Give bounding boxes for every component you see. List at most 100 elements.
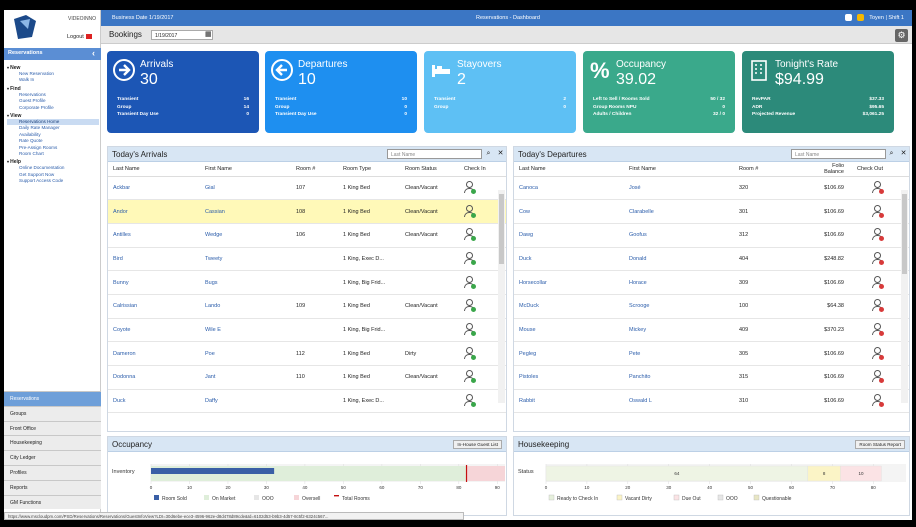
module-item[interactable]: City Ledger <box>4 450 101 465</box>
cell[interactable]: Bugs <box>200 270 291 295</box>
table-row[interactable]: Cow Clarabelle 301 $106.69 <box>514 199 909 224</box>
table-row[interactable]: Pistoles Panchito 315 $106.69 <box>514 365 909 390</box>
table-row[interactable]: Canoca José 320 $106.69 <box>514 176 909 201</box>
check-out-icon[interactable] <box>872 204 884 218</box>
table-row[interactable]: Bunny Bugs 1 King, Big Frid... <box>108 270 506 295</box>
check-out-icon[interactable] <box>872 299 884 313</box>
module-item[interactable]: Reports <box>4 479 101 495</box>
column-header[interactable]: Check Out <box>852 162 909 177</box>
table-row[interactable]: Duck Donald 404 $248.82 <box>514 247 909 272</box>
cell[interactable]: Dameron <box>108 341 200 366</box>
check-in-icon[interactable] <box>464 394 476 408</box>
cell[interactable]: Pistoles <box>514 365 624 390</box>
nav-group[interactable]: New <box>7 65 99 71</box>
cell[interactable]: Antilles <box>108 223 200 248</box>
in-house-guest-list-button[interactable]: In-House Guest List <box>453 440 502 449</box>
logout-link[interactable]: Logout <box>67 34 92 40</box>
column-header[interactable]: Check In <box>459 162 506 177</box>
cell[interactable]: Cow <box>514 199 624 224</box>
cell[interactable]: Ackbar <box>108 176 200 201</box>
table-row[interactable]: Andor Cassian 108 1 King Bed Clean/Vacant <box>108 199 506 224</box>
module-item[interactable]: Housekeeping <box>4 435 101 451</box>
cell[interactable]: McDuck <box>514 294 624 319</box>
table-row[interactable]: Antilles Wedge 106 1 King Bed Clean/Vacant <box>108 223 506 248</box>
cell[interactable]: Dodonna <box>108 365 200 390</box>
check-in-icon[interactable] <box>464 251 476 265</box>
cell[interactable]: Bunny <box>108 270 200 295</box>
check-in-icon[interactable] <box>464 346 476 360</box>
module-item[interactable]: Groups <box>4 405 101 421</box>
table-row[interactable]: McDuck Scrooge 100 $64.38 <box>514 294 909 319</box>
cell[interactable]: Mouse <box>514 318 624 343</box>
cell[interactable]: Canoca <box>514 176 624 201</box>
chat-icon[interactable] <box>845 14 852 21</box>
cell[interactable]: Bird <box>108 247 200 272</box>
cell[interactable]: Pegleg <box>514 341 624 366</box>
check-in-icon[interactable] <box>464 299 476 313</box>
check-in-icon[interactable] <box>464 322 476 336</box>
cell[interactable]: Tweety <box>200 247 291 272</box>
check-out-icon[interactable] <box>872 180 884 194</box>
nav-item[interactable]: Support Access Code <box>19 178 64 184</box>
check-out-cell[interactable] <box>852 199 909 224</box>
cell[interactable]: Duck <box>514 247 624 272</box>
check-out-cell[interactable] <box>852 341 909 366</box>
column-header[interactable]: Last Name <box>108 162 200 177</box>
table-row[interactable]: Pegleg Pete 305 $106.69 <box>514 341 909 366</box>
check-in-icon[interactable] <box>464 370 476 384</box>
search-icon[interactable]: ⌕ <box>486 150 491 157</box>
check-out-cell[interactable] <box>852 389 909 414</box>
cell[interactable]: Wedge <box>200 223 291 248</box>
cell[interactable]: Gial <box>200 176 291 201</box>
cell[interactable]: Mickey <box>624 318 734 343</box>
cell[interactable]: Dawg <box>514 223 624 248</box>
cell[interactable]: Goofus <box>624 223 734 248</box>
cell[interactable]: Oswald L <box>624 389 734 414</box>
table-row[interactable]: Ackbar Gial 107 1 King Bed Clean/Vacant <box>108 176 506 201</box>
check-out-cell[interactable] <box>852 365 909 390</box>
nav-item[interactable]: Room Chart <box>19 151 44 157</box>
cell[interactable]: José <box>624 176 734 201</box>
alert-icon[interactable] <box>857 14 864 21</box>
table-row[interactable]: Dameron Poe 112 1 King Bed Dirty <box>108 341 506 366</box>
nav-item[interactable]: Pre-Assign Rooms <box>19 144 58 150</box>
check-out-cell[interactable] <box>852 318 909 343</box>
arrivals-scrollbar[interactable] <box>498 190 505 403</box>
check-out-icon[interactable] <box>872 322 884 336</box>
cell[interactable]: Donald <box>624 247 734 272</box>
cell[interactable]: Horsecollar <box>514 270 624 295</box>
clear-search-icon[interactable]: ✕ <box>497 150 504 157</box>
cell[interactable]: Cassian <box>200 199 291 224</box>
arrivals-search-input[interactable]: Last Name <box>387 149 482 159</box>
nav-item[interactable]: Reservations <box>19 91 46 97</box>
column-header[interactable]: First Name <box>624 162 734 177</box>
cell[interactable]: Panchito <box>624 365 734 390</box>
nav-item[interactable]: New Reservation <box>19 71 54 76</box>
card-arrivals[interactable]: Arrivals 30 Transient 16 Group 14 Transient Da… <box>107 51 259 133</box>
cell[interactable]: Lando <box>200 294 291 319</box>
cell[interactable]: Andor <box>108 199 200 224</box>
check-in-icon[interactable] <box>464 228 476 242</box>
nav-item[interactable]: Corporate Profile <box>19 104 54 110</box>
nav-group[interactable]: Find <box>7 86 99 92</box>
table-row[interactable]: Mouse Mickey 409 $370.23 <box>514 318 909 343</box>
table-row[interactable]: Duck Daffy 1 King, Exec D... <box>108 389 506 414</box>
table-row[interactable]: Dawg Goofus 312 $106.69 <box>514 223 909 248</box>
nav-item[interactable]: Guest Profile <box>19 98 46 104</box>
nav-item[interactable]: Availability <box>19 131 41 137</box>
table-row[interactable]: Rabbit Oswald L 310 $106.69 <box>514 389 909 414</box>
cell[interactable]: Poe <box>200 341 291 366</box>
check-out-icon[interactable] <box>872 394 884 408</box>
cell[interactable]: Wile E <box>200 318 291 343</box>
cell[interactable]: Jant <box>200 365 291 390</box>
column-header[interactable]: Room Status <box>400 162 459 177</box>
check-in-icon[interactable] <box>464 275 476 289</box>
cell[interactable]: Calrissian <box>108 294 200 319</box>
check-in-icon[interactable] <box>464 180 476 194</box>
cell[interactable]: Daffy <box>200 389 291 414</box>
cell[interactable]: Duck <box>108 389 200 414</box>
column-header[interactable]: Room # <box>291 162 338 177</box>
search-icon[interactable]: ⌕ <box>889 150 894 157</box>
nav-item[interactable]: Get Support Now <box>19 171 55 177</box>
table-row[interactable]: Calrissian Lando 109 1 King Bed Clean/Vacant <box>108 294 506 319</box>
